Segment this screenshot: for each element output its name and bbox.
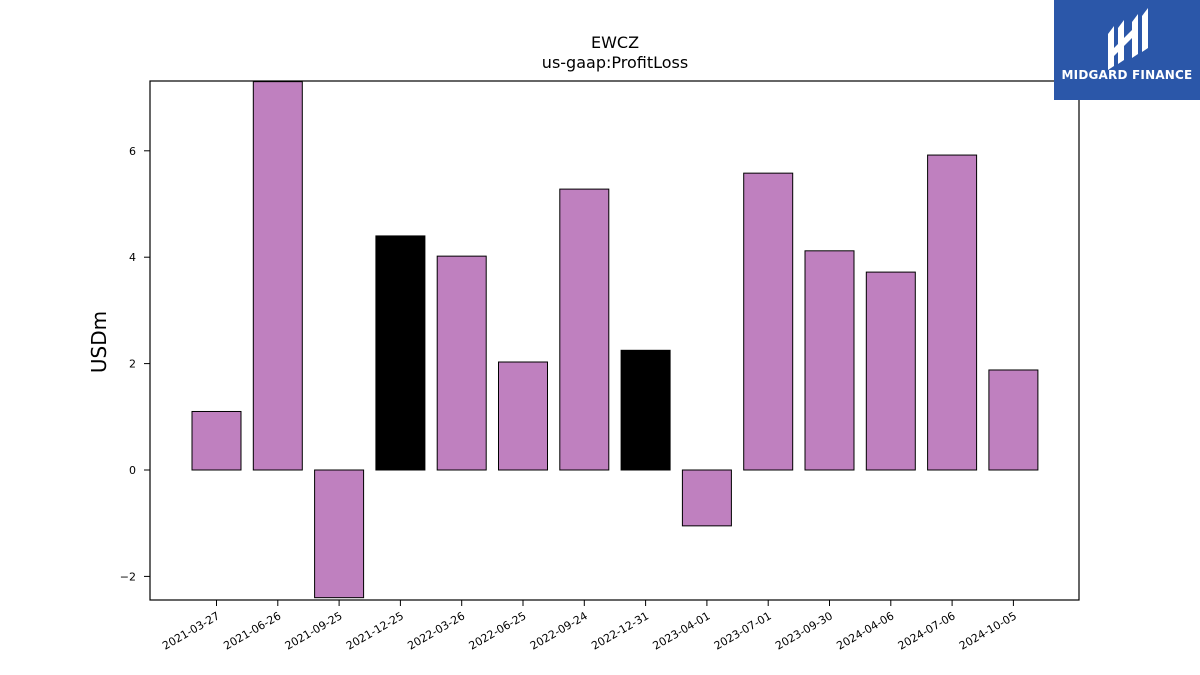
x-tick-label: 2021-06-26 — [221, 609, 283, 652]
bar-2022-09-24 — [559, 188, 610, 471]
chart-title: EWCZ — [591, 33, 639, 52]
midgard-logo-icon — [1108, 8, 1148, 70]
bar-2022-12-31 — [620, 349, 671, 471]
bar-2024-10-05 — [988, 369, 1039, 471]
x-tick-label: 2022-06-25 — [467, 609, 529, 652]
bar-2023-07-01 — [743, 172, 794, 471]
bar-2024-04-06 — [865, 271, 916, 471]
y-tick-label: 0 — [129, 464, 136, 477]
y-tick-label: −2 — [120, 570, 136, 583]
bar-2023-09-30 — [804, 250, 855, 471]
x-tick-label: 2022-12-31 — [589, 609, 651, 652]
bar-2023-04-01 — [681, 469, 732, 527]
y-tick-label: 4 — [129, 251, 136, 264]
brand-logo: MIDGARD FINANCE — [1054, 0, 1200, 100]
y-axis-label: USDm — [87, 311, 111, 373]
bar-2021-09-25 — [314, 469, 365, 599]
x-tick-label: 2022-09-24 — [528, 609, 590, 652]
x-tick-label: 2024-07-06 — [896, 609, 958, 652]
bar-2024-07-06 — [927, 154, 978, 471]
x-tick-label: 2021-12-25 — [344, 609, 406, 652]
plot-frame — [149, 80, 1080, 601]
x-tick-label: 2024-10-05 — [957, 609, 1019, 652]
x-tick-label: 2024-04-06 — [834, 609, 896, 652]
x-tick-label: 2021-03-27 — [160, 609, 222, 652]
chart-subtitle: us-gaap:ProfitLoss — [542, 53, 688, 72]
y-tick-label: 2 — [129, 358, 136, 371]
y-axis: −2 0 2 4 6 — [120, 145, 150, 583]
y-tick-label: 6 — [129, 145, 136, 158]
bar-2021-03-27 — [191, 410, 242, 471]
x-tick-label: 2022-03-26 — [405, 609, 467, 652]
bar-2022-06-25 — [498, 361, 548, 471]
bar-2021-12-25 — [375, 235, 426, 471]
x-tick-label: 2023-07-01 — [712, 609, 774, 652]
x-tick-label: 2023-04-01 — [651, 609, 713, 652]
bar-2022-03-26 — [436, 255, 487, 471]
bars-group — [191, 81, 1039, 599]
bar-2021-06-26 — [252, 81, 303, 471]
logo-text: MIDGARD FINANCE — [1061, 68, 1193, 82]
x-tick-label: 2023-09-30 — [773, 609, 835, 652]
x-tick-label: 2021-09-25 — [283, 609, 345, 652]
x-axis: 2021-03-27 2021-06-26 2021-09-25 2021-12-25… — [160, 600, 1019, 653]
